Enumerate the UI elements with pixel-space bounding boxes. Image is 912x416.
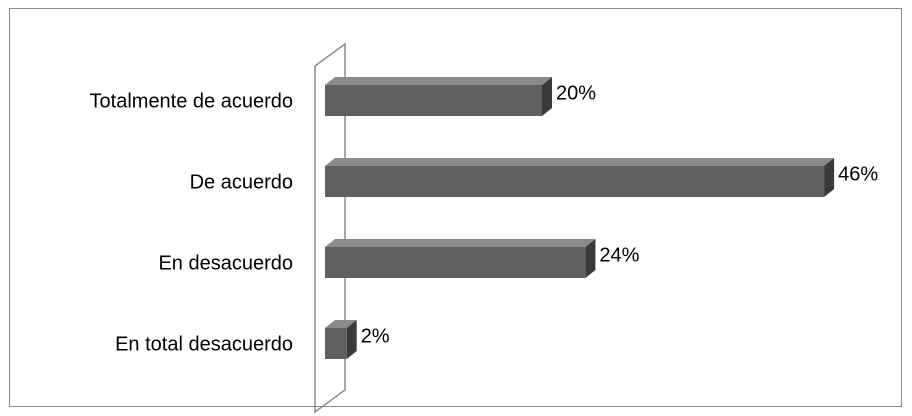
bars-layer [325, 77, 835, 359]
bar-front-face [325, 328, 347, 359]
data-label: 46% [838, 164, 878, 186]
bar [325, 239, 596, 278]
data-label: 20% [556, 83, 596, 105]
bar-side-face [346, 320, 357, 359]
category-label: En desacuerdo [158, 253, 293, 275]
category-label: De acuerdo [190, 172, 293, 194]
bar-side-face [585, 239, 596, 278]
category-label: En total desacuerdo [115, 334, 293, 356]
data-label: 2% [361, 326, 390, 348]
bar [325, 320, 357, 359]
axis-wall [314, 42, 346, 414]
chart-frame [9, 8, 902, 407]
bar-top-face [325, 239, 596, 247]
bar-side-face [542, 77, 552, 116]
bar [325, 77, 552, 116]
bar [325, 158, 835, 197]
bar-front-face [325, 85, 542, 116]
bar-front-face [325, 247, 586, 278]
bar-top-face [325, 77, 552, 85]
bar-top-face [325, 158, 835, 166]
bar-front-face [325, 166, 825, 197]
value-labels: 20% 46% 24% 2% [361, 83, 879, 348]
category-labels: Totalmente de acuerdo De acuerdo En desacu… [90, 91, 293, 356]
bar-top-face [325, 320, 357, 328]
data-label: 24% [599, 245, 639, 267]
category-label: Totalmente de acuerdo [90, 91, 293, 113]
bar-side-face [824, 158, 835, 197]
